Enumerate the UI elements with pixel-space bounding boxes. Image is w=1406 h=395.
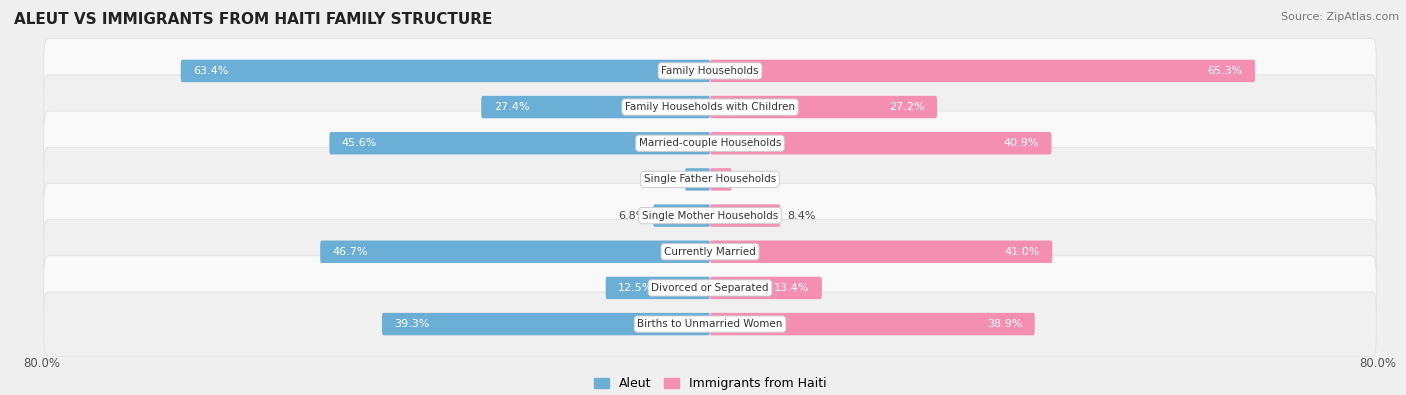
Text: 8.4%: 8.4% — [787, 211, 815, 220]
Legend: Aleut, Immigrants from Haiti: Aleut, Immigrants from Haiti — [589, 372, 831, 395]
FancyBboxPatch shape — [321, 241, 710, 263]
Text: 12.5%: 12.5% — [619, 283, 654, 293]
FancyBboxPatch shape — [44, 256, 1376, 320]
FancyBboxPatch shape — [685, 168, 710, 191]
Text: Source: ZipAtlas.com: Source: ZipAtlas.com — [1281, 12, 1399, 22]
Text: 63.4%: 63.4% — [193, 66, 229, 76]
Text: Married-couple Households: Married-couple Households — [638, 138, 782, 148]
Text: 39.3%: 39.3% — [395, 319, 430, 329]
FancyBboxPatch shape — [710, 313, 1035, 335]
Text: Divorced or Separated: Divorced or Separated — [651, 283, 769, 293]
FancyBboxPatch shape — [329, 132, 710, 154]
FancyBboxPatch shape — [44, 183, 1376, 248]
Text: 27.2%: 27.2% — [889, 102, 925, 112]
FancyBboxPatch shape — [382, 313, 710, 335]
FancyBboxPatch shape — [710, 132, 1052, 154]
FancyBboxPatch shape — [44, 147, 1376, 212]
Text: 13.4%: 13.4% — [773, 283, 810, 293]
Text: 45.6%: 45.6% — [342, 138, 377, 148]
Text: Births to Unmarried Women: Births to Unmarried Women — [637, 319, 783, 329]
Text: 65.3%: 65.3% — [1208, 66, 1243, 76]
Text: Currently Married: Currently Married — [664, 247, 756, 257]
Text: 6.8%: 6.8% — [619, 211, 647, 220]
Text: Single Father Households: Single Father Households — [644, 175, 776, 184]
FancyBboxPatch shape — [710, 60, 1256, 82]
Text: Single Mother Households: Single Mother Households — [643, 211, 778, 220]
FancyBboxPatch shape — [710, 204, 780, 227]
FancyBboxPatch shape — [44, 111, 1376, 175]
Text: Family Households with Children: Family Households with Children — [626, 102, 794, 112]
Text: 2.6%: 2.6% — [738, 175, 766, 184]
FancyBboxPatch shape — [710, 168, 731, 191]
FancyBboxPatch shape — [44, 75, 1376, 139]
FancyBboxPatch shape — [481, 96, 710, 118]
Text: Family Households: Family Households — [661, 66, 759, 76]
FancyBboxPatch shape — [181, 60, 710, 82]
FancyBboxPatch shape — [44, 220, 1376, 284]
FancyBboxPatch shape — [710, 96, 936, 118]
FancyBboxPatch shape — [44, 39, 1376, 103]
Text: 38.9%: 38.9% — [987, 319, 1022, 329]
FancyBboxPatch shape — [710, 241, 1052, 263]
Text: 3.0%: 3.0% — [650, 175, 678, 184]
FancyBboxPatch shape — [606, 277, 710, 299]
FancyBboxPatch shape — [654, 204, 710, 227]
Text: 27.4%: 27.4% — [494, 102, 530, 112]
Text: 46.7%: 46.7% — [333, 247, 368, 257]
Text: ALEUT VS IMMIGRANTS FROM HAITI FAMILY STRUCTURE: ALEUT VS IMMIGRANTS FROM HAITI FAMILY ST… — [14, 12, 492, 27]
FancyBboxPatch shape — [710, 277, 823, 299]
Text: 41.0%: 41.0% — [1004, 247, 1040, 257]
Text: 40.9%: 40.9% — [1004, 138, 1039, 148]
FancyBboxPatch shape — [44, 292, 1376, 356]
